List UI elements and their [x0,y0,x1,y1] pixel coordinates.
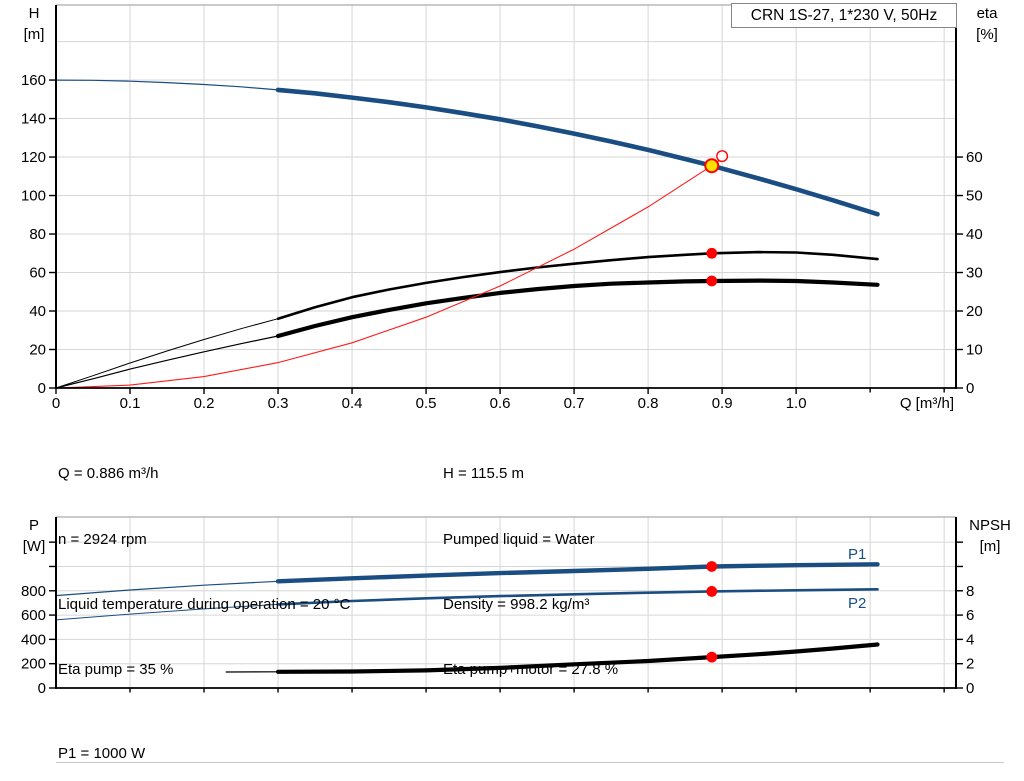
eta-pump [276,250,879,320]
x-tick-label: 0.1 [120,395,141,412]
y-right-tick-label: 6 [966,607,974,624]
info-head: H = 115.5 m [443,465,525,483]
y-right-tick-label: 0 [966,680,974,697]
flow-axis-label: Q [m³/h] [899,395,954,412]
x-tick-label: 0.8 [638,395,659,412]
power-info: P1 = 1000 W P2 = 794.6 W NPSH = 2.54 m [58,700,163,781]
y-right-tick-label: 20 [966,303,983,320]
requested-duty-point [716,150,729,163]
y-right-tick-label: 30 [966,265,983,282]
eta-pump-motor [275,278,880,339]
operating-point [704,158,720,174]
npsh-axis-symbol: NPSH [969,517,1011,534]
y-left-tick-label: 140 [21,111,46,128]
info-flow: Q = 0.886 m³/h [58,465,159,483]
x-tick-label: 0.4 [342,395,363,412]
y-right-tick-label: 0 [966,380,974,397]
npsh-axis-label: NPSH [m] [958,515,1022,557]
y-right-tick-label: 50 [966,188,983,205]
power-axis-symbol: P [28,517,39,534]
x-tick-label: 0 [52,395,60,412]
eta-axis-unit: [%] [976,26,998,43]
x-tick-label: 0.5 [416,395,437,412]
y-right-tick-label: 4 [966,631,974,648]
duty-info-right: H = 115.5 m Pumped liquid = Water Densit… [443,420,618,724]
x-tick-label: 0.9 [712,395,733,412]
chart-0: 0 20 40 60 80 100 120 140 160 0 10 20 30 40 50 60 0 0.1 0.… [21,4,983,412]
footer-divider [56,762,1004,763]
y-left-tick-label: 0 [38,680,46,697]
y-left-tick-label: 40 [29,303,46,320]
head-axis-label: H [m] [12,3,56,45]
head-axis-unit: [m] [23,26,45,43]
y-left-tick-label: 600 [21,607,46,624]
series-label-p2: P2 [848,595,866,612]
y-left-tick-label: 80 [29,226,46,243]
y-left-tick-label: 160 [21,72,46,89]
x-tick-label: 0.2 [194,395,215,412]
y-right-tick-label: 8 [966,583,974,600]
info-eta-pump-motor: Eta pump+motor = 27.8 % [443,660,619,678]
power-axis-label: P [W] [12,515,56,557]
system-curve [55,158,723,389]
p1-curve-thin [55,580,279,597]
eta-pump-thin [55,318,279,389]
power-axis-unit: [W] [22,538,46,555]
y-right-tick-label: 2 [966,656,974,673]
y-left-tick-label: 100 [21,188,46,205]
y-left-tick-label: 120 [21,149,46,166]
head-axis-symbol: H [28,5,40,22]
p2-point [706,586,718,597]
eta-pump-motor-thin [55,335,279,389]
y-left-tick-label: 200 [21,656,46,673]
y-left-tick-label: 0 [38,380,46,397]
eta-axis-symbol: eta [976,5,998,22]
info-density: Density = 998.2 kg/m³ [443,595,590,613]
qh-curve [275,87,880,217]
chart-1: 0 200 400 600 800 0 2 4 6 8 P1 P2 [21,516,974,697]
info-liquid-temp: Liquid temperature during operation = 20… [58,595,351,613]
x-tick-label: 1.0 [786,395,807,412]
x-tick-label: 0.7 [564,395,585,412]
info-p1: P1 = 1000 W [58,745,146,763]
npsh-point [706,651,718,663]
y-left-tick-label: 400 [21,631,46,648]
info-speed: n = 2924 rpm [58,530,147,548]
p2-curve [276,588,879,606]
p1-curve [275,562,880,584]
y-left-tick-label: 800 [21,583,46,600]
eta-pump-motor-point [706,275,718,287]
pump-title-box: CRN 1S-27, 1*230 V, 50Hz [731,3,957,28]
info-eta-pump: Eta pump = 35 % [58,660,174,678]
y-right-tick-label: 10 [966,342,983,359]
npsh-curve [275,642,880,674]
y-left-tick-label: 20 [29,342,46,359]
eta-pump-point [706,247,718,259]
y-right-tick-label: 40 [966,226,983,243]
qh-curve-thin [55,79,279,91]
eta-axis-label: eta [%] [962,3,1012,45]
npsh-axis-unit: [m] [979,538,1001,555]
series-label-p1: P1 [848,546,866,563]
y-right-tick-label: 60 [966,149,983,166]
duty-info-left: Q = 0.886 m³/h n = 2924 rpm Liquid tempe… [58,420,350,724]
info-pumped-liquid: Pumped liquid = Water [443,530,595,548]
p1-point [706,561,718,572]
x-tick-label: 0.3 [268,395,289,412]
p2-curve-thin [55,603,279,621]
x-tick-label: 0.6 [490,395,511,412]
y-left-tick-label: 60 [29,265,46,282]
